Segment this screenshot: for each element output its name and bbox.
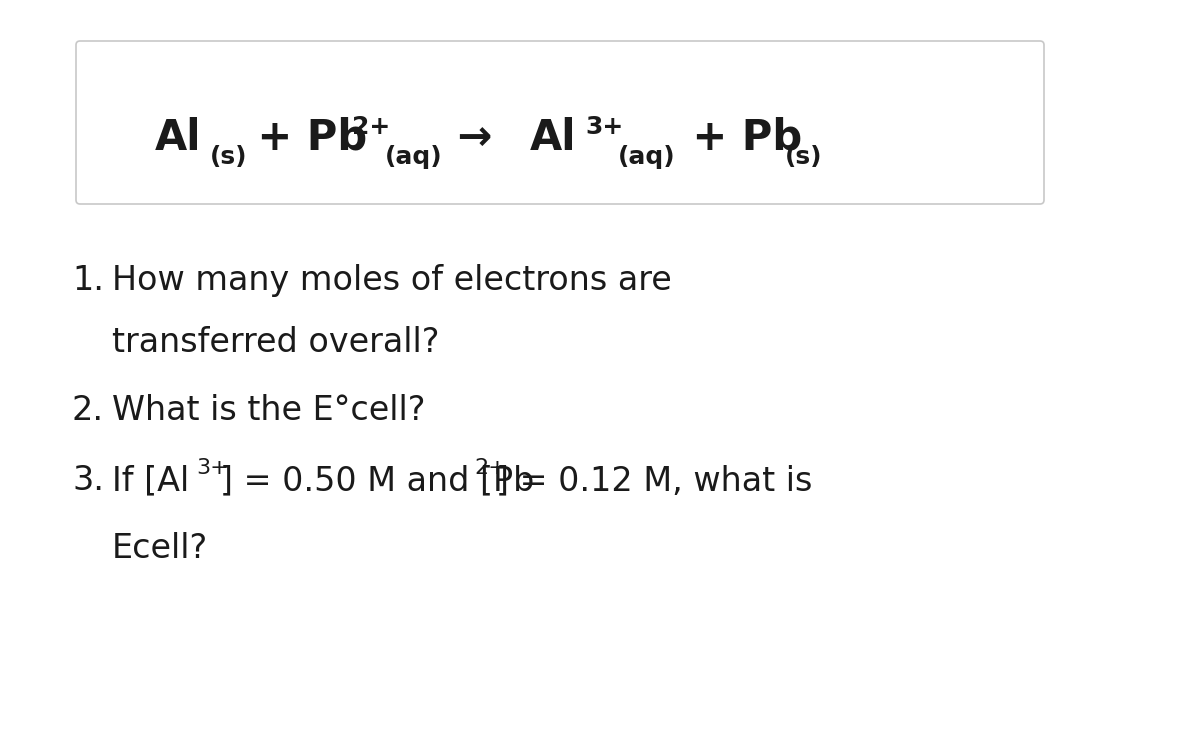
Text: + Pb: + Pb xyxy=(242,117,367,159)
Text: Ecell?: Ecell? xyxy=(112,532,209,565)
Text: + Pb: + Pb xyxy=(678,117,803,159)
Text: (aq): (aq) xyxy=(385,145,443,169)
Text: 3+: 3+ xyxy=(196,458,229,478)
Text: ] = 0.50 M and [Pb: ] = 0.50 M and [Pb xyxy=(220,464,534,497)
Text: What is the E°cell?: What is the E°cell? xyxy=(112,394,426,427)
Text: Al: Al xyxy=(530,117,576,159)
Text: transferred overall?: transferred overall? xyxy=(112,326,439,359)
Text: (s): (s) xyxy=(785,145,822,169)
Text: 2.: 2. xyxy=(72,394,104,427)
Text: 1.: 1. xyxy=(72,264,104,297)
Text: →: → xyxy=(443,117,506,159)
Text: If [Al: If [Al xyxy=(112,464,190,497)
FancyBboxPatch shape xyxy=(76,41,1044,204)
Text: Al: Al xyxy=(155,117,202,159)
Text: 3+: 3+ xyxy=(586,115,623,139)
Text: (s): (s) xyxy=(210,145,247,169)
Text: ] = 0.12 M, what is: ] = 0.12 M, what is xyxy=(496,464,812,497)
Text: 3.: 3. xyxy=(72,464,104,497)
Text: (aq): (aq) xyxy=(618,145,676,169)
Text: How many moles of electrons are: How many moles of electrons are xyxy=(112,264,672,297)
Text: 2+: 2+ xyxy=(352,115,390,139)
Text: 2+: 2+ xyxy=(474,458,506,478)
